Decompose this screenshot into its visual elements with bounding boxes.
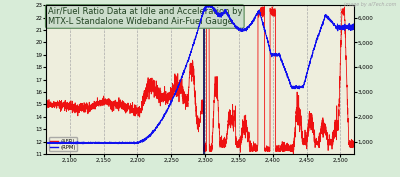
Text: image by al7ech.com: image by al7ech.com xyxy=(344,2,396,7)
Text: Air/Fuel Ratio Data at Idle and Acceleration by
MTX-L Standalone Wideband Air-Fu: Air/Fuel Ratio Data at Idle and Accelera… xyxy=(48,7,242,26)
Legend: (AFR), (RPM): (AFR), (RPM) xyxy=(49,137,77,151)
